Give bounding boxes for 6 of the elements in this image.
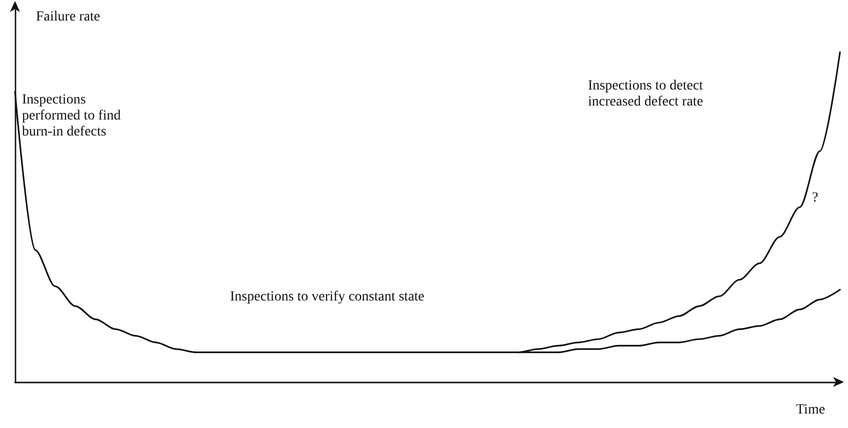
y-axis-title: Failure rate	[36, 10, 100, 24]
x-axis-title: Time	[796, 402, 826, 418]
annotation: Inspections performed to find burn-in defects	[22, 92, 121, 140]
annotation: Inspections to verify constant state	[230, 290, 424, 304]
annotation: ?	[812, 190, 818, 206]
annotation: Inspections to detect increased defect rate	[588, 78, 704, 110]
